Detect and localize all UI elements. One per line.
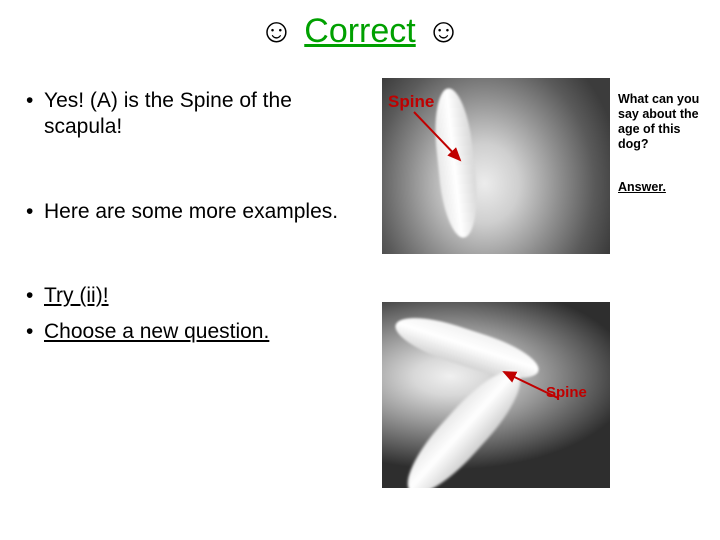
try-ii-link[interactable]: Try (ii)! bbox=[44, 284, 109, 307]
smiley-icon: ☺ bbox=[259, 12, 294, 51]
bullet-item: Choose a new question. bbox=[26, 319, 366, 345]
title-row: ☺ Correct ☺ bbox=[0, 12, 720, 51]
bullet-list: Yes! (A) is the Spine of the scapula! He… bbox=[26, 88, 366, 355]
bullet-item: Yes! (A) is the Spine of the scapula! bbox=[26, 88, 366, 141]
answer-row: Answer. bbox=[618, 180, 714, 195]
answer-link[interactable]: Answer. bbox=[618, 180, 666, 194]
spine-label-top: Spine bbox=[388, 92, 434, 112]
choose-new-question-link[interactable]: Choose a new question. bbox=[44, 320, 269, 343]
slide: ☺ Correct ☺ Yes! (A) is the Spine of the… bbox=[0, 0, 720, 540]
title-text: Correct bbox=[304, 12, 415, 51]
smiley-icon: ☺ bbox=[426, 12, 461, 51]
spine-label-bottom: Spine bbox=[546, 384, 587, 401]
age-question-text: What can you say about the age of this d… bbox=[618, 92, 714, 152]
bullet-item: Here are some more examples. bbox=[26, 199, 366, 225]
bullet-item: Try (ii)! bbox=[26, 283, 366, 309]
